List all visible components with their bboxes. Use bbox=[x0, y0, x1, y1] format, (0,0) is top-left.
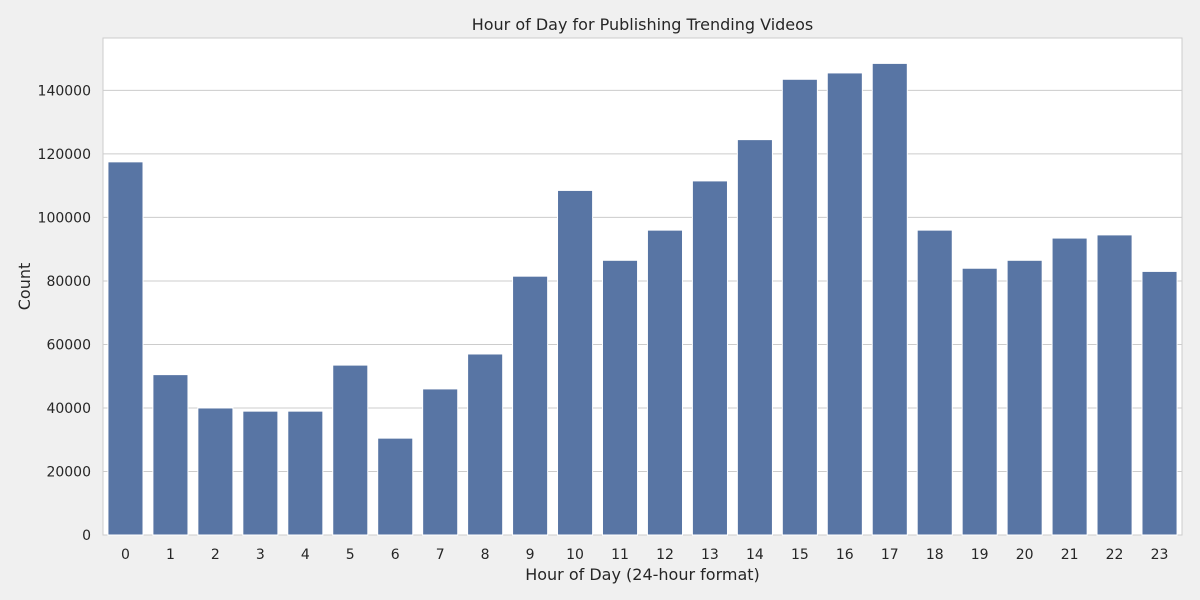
bar-hour-17 bbox=[871, 62, 908, 536]
x-tick-label: 20 bbox=[1016, 547, 1034, 563]
x-tick-label: 23 bbox=[1151, 547, 1169, 563]
bar-hour-5 bbox=[332, 364, 369, 536]
x-tick-label: 9 bbox=[526, 547, 535, 563]
y-tick-label: 80000 bbox=[46, 274, 91, 290]
x-axis-label: Hour of Day (24-hour format) bbox=[525, 565, 760, 584]
plot-area bbox=[102, 37, 1183, 536]
x-tick-label: 1 bbox=[166, 547, 175, 563]
x-tick-label: 16 bbox=[836, 547, 854, 563]
chart-title: Hour of Day for Publishing Trending Vide… bbox=[472, 15, 814, 34]
x-tick-label: 15 bbox=[791, 547, 809, 563]
bar-hour-11 bbox=[601, 259, 639, 536]
x-tick-label: 12 bbox=[656, 547, 674, 563]
y-tick-label: 40000 bbox=[46, 401, 91, 417]
x-tick-label: 19 bbox=[971, 547, 989, 563]
x-tick-label: 10 bbox=[566, 547, 584, 563]
y-tick-label: 60000 bbox=[46, 337, 91, 353]
x-tick-label: 5 bbox=[346, 547, 355, 563]
x-tick-label: 21 bbox=[1061, 547, 1079, 563]
bar-hour-7 bbox=[422, 388, 459, 536]
y-tick-label: 140000 bbox=[38, 83, 91, 99]
bar-hour-8 bbox=[467, 353, 504, 536]
bar-hour-14 bbox=[736, 139, 773, 536]
bar-hour-2 bbox=[197, 407, 234, 536]
bars bbox=[107, 62, 1178, 536]
bar-hour-21 bbox=[1051, 237, 1088, 536]
y-tick-label: 20000 bbox=[46, 464, 91, 480]
x-tick-label: 8 bbox=[481, 547, 490, 563]
bar-hour-4 bbox=[287, 410, 324, 536]
bar-hour-9 bbox=[512, 275, 549, 536]
bar-hour-20 bbox=[1006, 259, 1043, 536]
x-tick-label: 14 bbox=[746, 547, 764, 563]
bar-hour-23 bbox=[1141, 270, 1178, 536]
y-tick-label: 120000 bbox=[38, 147, 91, 163]
bar-hour-1 bbox=[152, 374, 189, 536]
x-tick-label: 11 bbox=[611, 547, 629, 563]
bar-hour-3 bbox=[242, 410, 279, 536]
x-tick-label: 3 bbox=[256, 547, 265, 563]
bar-hour-22 bbox=[1096, 234, 1133, 536]
bar-hour-19 bbox=[961, 267, 998, 536]
bar-hour-6 bbox=[377, 437, 414, 536]
x-tick-label: 2 bbox=[211, 547, 220, 563]
bar-hour-18 bbox=[916, 229, 953, 536]
bar-hour-13 bbox=[691, 180, 728, 536]
x-tick-label: 4 bbox=[301, 547, 310, 563]
grid-lines bbox=[103, 89, 1182, 536]
x-tick-labels: 0 1 2 3 4 5 6 7 8 9 10 11 12 13 14 15 16 17 18 19 20 21 22 23 bbox=[121, 547, 1168, 563]
bar-hour-16 bbox=[826, 72, 863, 536]
bar-hour-12 bbox=[646, 229, 684, 536]
bar-hour-10 bbox=[557, 189, 594, 536]
x-tick-label: 18 bbox=[926, 547, 944, 563]
bar-hour-0 bbox=[107, 161, 144, 536]
x-tick-label: 7 bbox=[436, 547, 445, 563]
x-tick-label: 13 bbox=[701, 547, 719, 563]
bar-hour-15 bbox=[781, 78, 818, 536]
y-tick-labels: 0 20000 40000 60000 80000 100000 120000 140000 bbox=[38, 83, 91, 544]
x-tick-label: 17 bbox=[881, 547, 899, 563]
y-tick-label: 0 bbox=[82, 528, 91, 544]
y-axis-label: Count bbox=[15, 263, 34, 311]
x-tick-label: 0 bbox=[121, 547, 130, 563]
x-tick-label: 6 bbox=[391, 547, 400, 563]
x-tick-label: 22 bbox=[1106, 547, 1124, 563]
y-tick-label: 100000 bbox=[38, 210, 91, 226]
